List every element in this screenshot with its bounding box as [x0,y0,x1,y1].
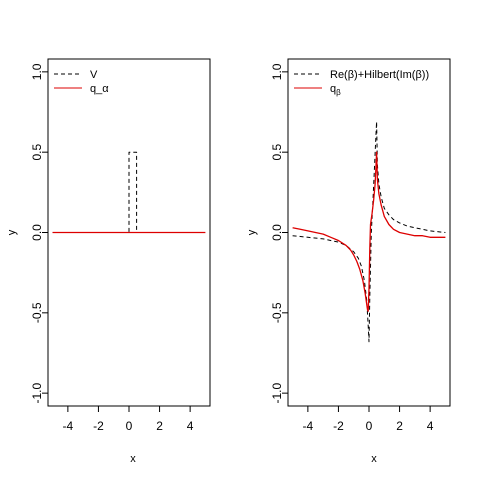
x-tick-label: 4 [427,419,434,433]
y-axis-label: y [246,229,258,235]
y-tick-label: -1.0 [30,382,44,403]
y-tick-label: -0.5 [270,302,284,323]
y-axis-label: y [6,229,18,235]
x-tick-label: -4 [63,419,74,433]
legend-entry-subscript: β [336,88,341,97]
x-tick-label: 2 [396,419,403,433]
x-tick-label: -2 [93,419,104,433]
x-tick-label: -4 [303,419,314,433]
y-tick-label: 0.0 [30,224,44,241]
x-tick-label: 0 [126,419,133,433]
legend-entry-main: q [330,83,336,95]
x-tick-label: 2 [156,419,163,433]
y-tick-label: 1.0 [270,63,284,80]
y-tick-label: 1.0 [30,63,44,80]
legend-entry: qβ [330,83,341,97]
legend-entry: q_α [90,83,109,95]
panel-right: -4 -2 0 2 4 -1.0 -0.5 0.0 0.5 1.0 x y Re(β)+Hilbert(… [246,58,451,465]
y-tick-label: 0.5 [30,144,44,161]
y-tick-label: -1.0 [270,382,284,403]
x-axis-label: x [371,453,377,465]
y-tick-label: 0.0 [270,224,284,241]
legend-entry: Re(β)+Hilbert(Im(β)) [330,69,429,81]
y-tick-label: 0.5 [270,144,284,161]
legend-entry: V [90,69,98,81]
x-tick-label: 0 [366,419,373,433]
x-tick-label: -2 [333,419,344,433]
x-tick-label: 4 [187,419,194,433]
panel-left: -4 -2 0 2 4 -1.0 -0.5 0.0 0.5 1.0 x y Vq_α [6,58,211,465]
x-axis-label: x [130,453,136,465]
y-tick-label: -0.5 [30,302,44,323]
series-line-secondary [292,151,446,312]
